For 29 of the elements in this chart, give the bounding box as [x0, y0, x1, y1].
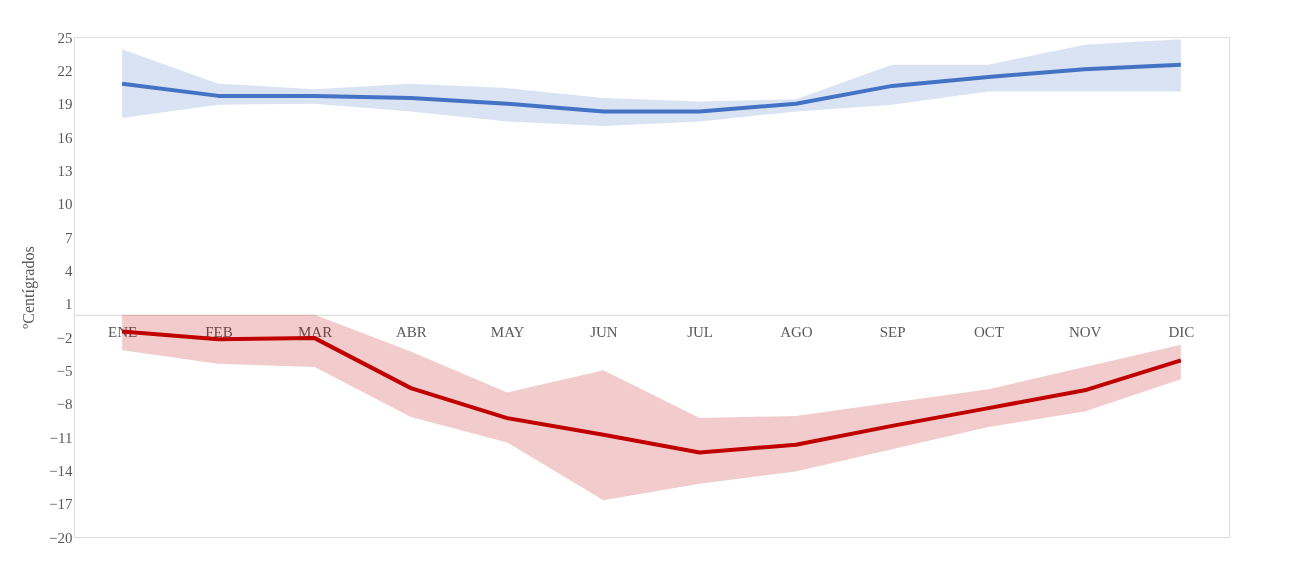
- y-tick-label: −20: [49, 529, 73, 546]
- x-tick-label: FEB: [205, 324, 233, 341]
- y-tick-label: −17: [49, 496, 73, 513]
- y-axis-title: ºCentígrados: [20, 246, 39, 329]
- y-tick-label: −14: [49, 462, 73, 479]
- y-tick-label: −2: [56, 329, 73, 346]
- y-tick-label: 4: [65, 262, 73, 279]
- line-series: [120, 62, 1183, 114]
- x-tick-label: NOV: [1068, 324, 1102, 341]
- y-tick-label: −8: [56, 396, 73, 413]
- x-tick-label: JUL: [687, 324, 714, 341]
- y-tick-label: 25: [57, 29, 73, 46]
- x-tick-label: DIC: [1168, 324, 1195, 341]
- y-tick-label: 19: [57, 96, 73, 113]
- y-tick-label: −11: [49, 429, 73, 446]
- x-tick-label: ABR: [395, 324, 427, 341]
- x-tick-label: AGO: [780, 324, 813, 341]
- x-tick-label: MAY: [490, 324, 525, 341]
- x-tick-label: MAR: [298, 324, 333, 341]
- y-tick-label: −5: [56, 362, 73, 379]
- y-tick-label: 1: [65, 296, 73, 313]
- x-tick-label: OCT: [973, 324, 1004, 341]
- y-tick-label: 22: [57, 62, 73, 79]
- y-tick-label: 10: [57, 196, 73, 213]
- x-tick-label: SEP: [879, 324, 906, 341]
- y-tick-label: 13: [57, 162, 73, 179]
- y-tick-label: 16: [57, 129, 73, 146]
- x-tick-label: JUN: [590, 324, 618, 341]
- y-tick-label: 7: [65, 229, 73, 246]
